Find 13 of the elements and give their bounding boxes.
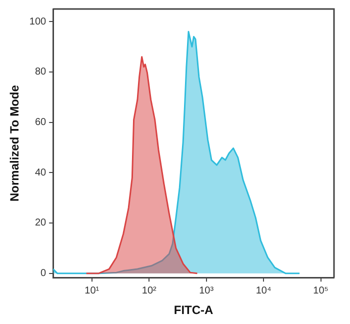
x-axis-title: FITC-A xyxy=(174,303,214,318)
x-tick-label: 10² xyxy=(142,285,158,296)
x-tick-label: 10¹ xyxy=(84,285,100,296)
x-tick-label: 10³ xyxy=(199,285,214,296)
y-axis-title: Normalized To Mode xyxy=(8,84,22,202)
y-tick-label: 100 xyxy=(29,16,47,28)
x-tick-label: 10⁵ xyxy=(313,285,328,296)
y-tick-label: 60 xyxy=(34,117,47,128)
x-tick-label: 10⁴ xyxy=(256,285,272,296)
y-tick-label: 20 xyxy=(34,218,47,229)
y-tick-label: 0 xyxy=(40,268,47,280)
y-tick-label: 80 xyxy=(34,66,47,78)
y-tick-label: 40 xyxy=(34,167,47,178)
